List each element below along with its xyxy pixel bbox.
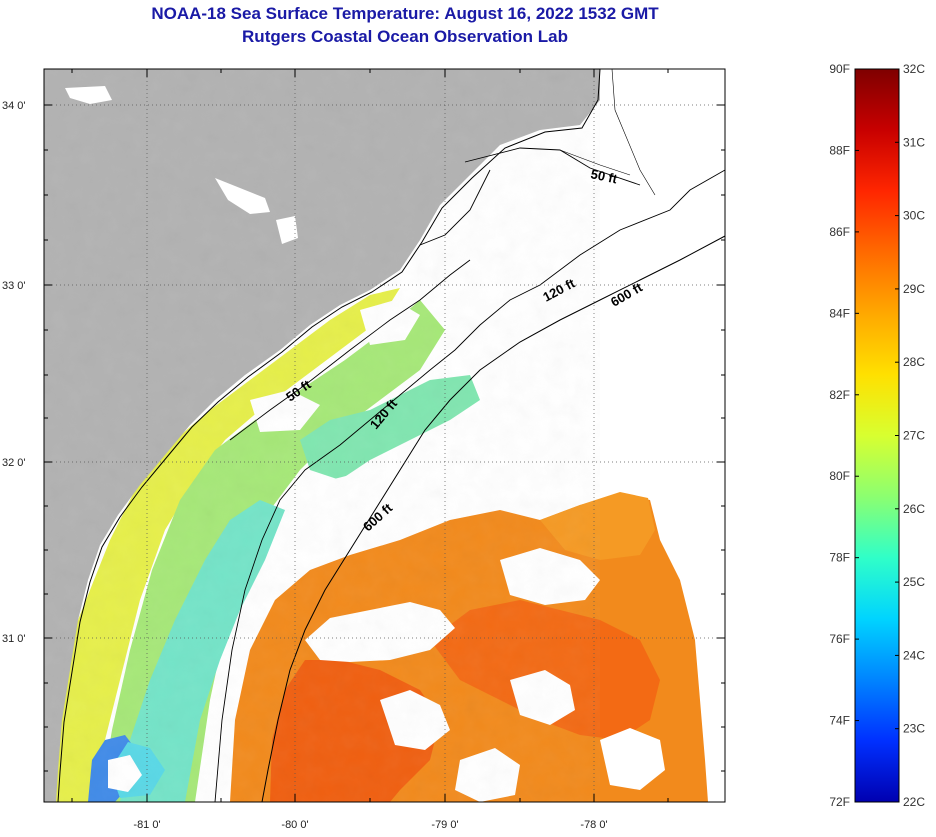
colorbar-c-label: 23C (903, 722, 925, 736)
colorbar-f-label: 86F (829, 225, 850, 239)
colorbar-c-label: 29C (903, 282, 925, 296)
lon-label-81: -81 0' (133, 819, 160, 831)
lon-label-80: -80 0' (281, 819, 308, 831)
colorbar-f-label: 72F (829, 795, 850, 809)
contour-50ft (229, 147, 641, 441)
colorbar-f-label: 90F (829, 62, 850, 76)
lon-label-78: -78 0' (580, 819, 607, 831)
map-subtitle: Rutgers Coastal Ocean Observation Lab (242, 27, 568, 46)
colorbar-f-label: 74F (829, 714, 850, 728)
coastline-inner (559, 69, 656, 196)
sst-cyan-patch-2 (300, 375, 480, 480)
colorbar-gradient (854, 68, 900, 803)
sst-yellow-coastal (44, 288, 400, 802)
colorbar-c-label: 22C (903, 795, 925, 809)
colorbar-f-label: 82F (829, 388, 850, 402)
colorbar-c-label: 30C (903, 209, 925, 223)
colorbar-f-label: 88F (829, 143, 850, 157)
colorbar-f-label: 76F (829, 632, 850, 646)
map-frame (43, 68, 726, 803)
lat-label-31: 31 0' (2, 633, 26, 645)
land-texture (44, 69, 600, 802)
lon-label-79: -79 0' (431, 819, 458, 831)
colorbar-c-label: 31C (903, 135, 925, 149)
sst-cyan-patch (120, 500, 285, 802)
colorbar-f-label: 80F (829, 469, 850, 483)
map-title: NOAA-18 Sea Surface Temperature: August … (151, 4, 659, 23)
colorbar-c-label: 27C (903, 429, 925, 443)
colorbar-c-label: 25C (903, 575, 925, 589)
lat-label-33: 33 0' (2, 280, 26, 292)
colorbar-fahrenheit-labels: 90F 88F 86F 84F 82F 80F 78F 76F 74F 72F (829, 62, 859, 809)
contour-120ft (214, 169, 725, 802)
colorbar-c-label: 28C (903, 355, 925, 369)
colorbar-c-label: 26C (903, 502, 925, 516)
cloud-mask (108, 300, 665, 802)
inland-lakes (65, 86, 298, 244)
contour-label-50ft-north: 50 ft (589, 166, 619, 186)
colorbar-f-label: 78F (829, 551, 850, 565)
contour-600ft (261, 235, 725, 802)
colorbar-f-label: 84F (829, 306, 850, 320)
lat-label-34: 34 0' (2, 100, 26, 112)
colorbar-celsius-labels: 32C 31C 30C 29C 28C 27C 26C 25C 24C 23C 22C (895, 62, 925, 809)
colorbar-c-label: 24C (903, 648, 925, 662)
map-panel: 50 ft 120 ft 600 ft 50 ft 120 ft 600 ft (44, 69, 725, 802)
colorbar-c-label: 32C (903, 62, 925, 76)
lat-label-32: 32 0' (2, 457, 26, 469)
graticule (44, 69, 725, 802)
axis-ticks (44, 69, 725, 802)
sst-orange-north (540, 492, 655, 560)
colorbar: 90F 88F 86F 84F 82F 80F 78F 76F 74F 72F 32C 31C 30C… (829, 62, 925, 809)
